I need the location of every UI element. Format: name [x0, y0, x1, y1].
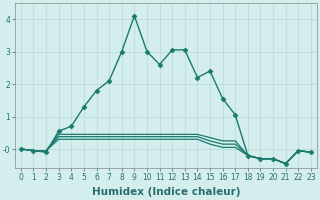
X-axis label: Humidex (Indice chaleur): Humidex (Indice chaleur) [92, 187, 240, 197]
